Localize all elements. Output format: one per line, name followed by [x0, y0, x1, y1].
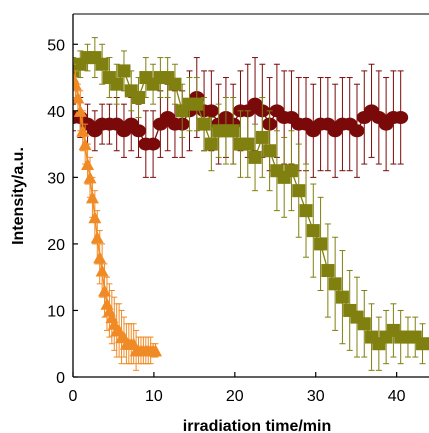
series-square: [73, 37, 429, 371]
y-tick-label: 20: [47, 237, 65, 254]
x-tick-label: 40: [388, 388, 406, 405]
data-point: [263, 144, 277, 158]
data-point: [306, 224, 320, 238]
data-point: [241, 137, 255, 151]
data-point: [335, 290, 349, 304]
data-point: [226, 124, 240, 138]
x-axis-title: irradiation time/min: [183, 418, 331, 433]
data-point: [204, 137, 218, 151]
data-point: [132, 91, 146, 105]
data-point: [117, 64, 131, 78]
data-point: [349, 124, 365, 138]
x-tick-label: 30: [307, 388, 325, 405]
y-tick-label: 10: [47, 303, 65, 320]
data-point: [73, 104, 87, 117]
y-axis-title: Intensity/a.u.: [10, 147, 27, 245]
ticks-layer: 0 10 20 30 40 0 10 20 30 40 50: [47, 37, 405, 405]
data-point: [357, 317, 371, 331]
data-point: [284, 164, 298, 178]
data-point: [81, 158, 95, 171]
data-point: [149, 344, 163, 357]
data-point: [168, 77, 182, 91]
x-tick-label: 10: [145, 388, 163, 405]
data-point: [299, 204, 313, 218]
y-tick-label: 30: [47, 170, 65, 187]
data-point: [393, 110, 409, 124]
data-point: [131, 124, 147, 138]
data-point: [73, 91, 85, 104]
data-point: [197, 117, 211, 131]
data-point: [416, 337, 429, 351]
data-point: [321, 264, 335, 278]
data-point: [95, 57, 109, 71]
x-tick-label: 20: [226, 388, 244, 405]
series-triangle: [73, 63, 163, 371]
data-point: [85, 191, 99, 204]
data-point: [88, 211, 102, 224]
data-point: [83, 171, 97, 184]
data-point: [314, 237, 328, 251]
data-point: [248, 150, 262, 164]
y-tick-label: 40: [47, 104, 65, 121]
data-point: [190, 97, 204, 111]
data-point: [255, 130, 269, 144]
data-point: [328, 277, 342, 291]
y-tick-label: 0: [56, 370, 65, 387]
y-tick-label: 50: [47, 37, 65, 54]
data-point: [203, 104, 219, 118]
data-point: [93, 251, 107, 264]
data-point: [145, 137, 161, 151]
data-point: [110, 77, 124, 91]
data-point: [90, 231, 104, 244]
data-point: [78, 138, 92, 151]
data-point: [73, 78, 82, 91]
data-point: [76, 124, 90, 137]
x-tick-label: 0: [69, 388, 78, 405]
data-point: [95, 264, 109, 277]
series-layer: [73, 37, 429, 371]
axes-layer: [72, 13, 429, 378]
data-point: [292, 184, 306, 198]
data-point: [98, 284, 112, 297]
